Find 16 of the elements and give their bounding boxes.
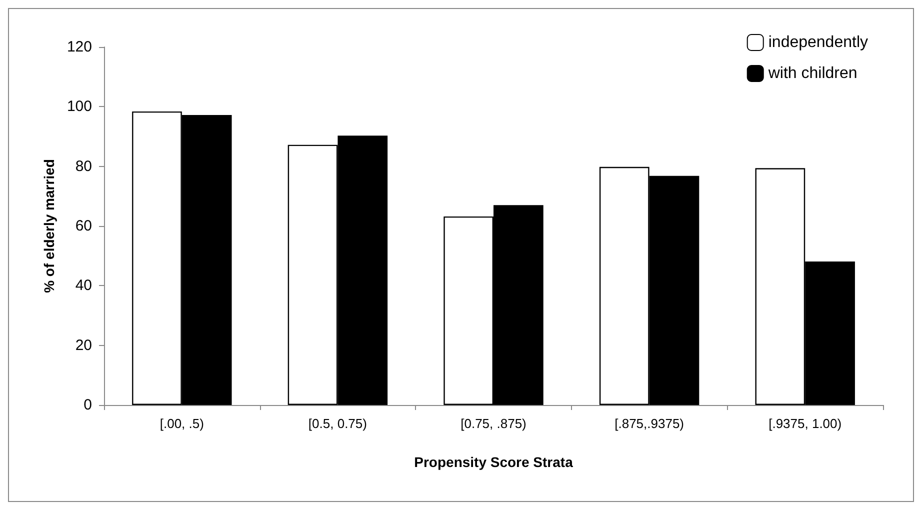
x-tick-label: [0.75, .875) [460, 416, 526, 431]
y-tick-label: 120 [66, 38, 92, 56]
x-tick-label: [.9375, 1.00) [768, 416, 842, 431]
x-tick-label: [.875,.9375) [614, 416, 684, 431]
y-tick-label: 80 [75, 158, 92, 175]
x-axis-title: Propensity Score Strata [414, 454, 574, 470]
y-tick-label: 0 [84, 396, 92, 414]
y-tick-label: 20 [75, 336, 92, 354]
x-tick-label: [0.5, 0.75) [308, 416, 367, 431]
y-axis-title: % of elderly married [41, 159, 58, 293]
x-tick-label: [.00, .5) [160, 416, 204, 431]
y-tick-label: 40 [75, 277, 92, 294]
y-tick-label: 100 [66, 98, 92, 116]
y-tick-label: 60 [75, 218, 92, 234]
legend-label: independently [768, 34, 868, 51]
legend-label: with children [767, 65, 858, 82]
